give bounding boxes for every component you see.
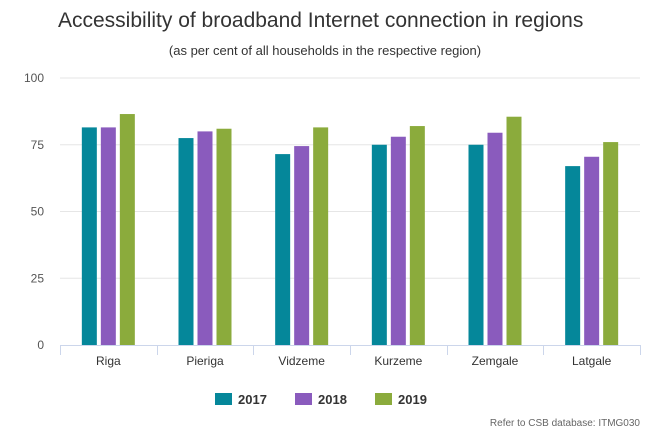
bars — [81, 114, 619, 346]
y-tick-label: 25 — [31, 271, 45, 285]
legend-label[interactable]: 2018 — [318, 392, 347, 407]
legend[interactable]: 2017 2018 2019 — [215, 392, 427, 407]
bar-2017-pieriga — [178, 138, 194, 345]
legend-swatch[interactable] — [375, 393, 392, 405]
x-tick-label: Zemgale — [472, 354, 519, 368]
legend-swatch[interactable] — [215, 393, 232, 405]
y-tick-label: 75 — [31, 138, 45, 152]
bar-2019-kurzeme — [409, 126, 425, 345]
x-tick-label: Riga — [96, 354, 121, 368]
chart-title: Accessibility of broadband Internet conn… — [58, 9, 583, 32]
bar-2019-pieriga — [216, 128, 232, 345]
chart-subtitle: (as per cent of all households in the re… — [169, 43, 481, 58]
bar-2018-vidzeme — [294, 146, 310, 345]
y-tick-label: 50 — [31, 205, 45, 219]
x-axis: Riga Pieriga Vidzeme Kurzeme Zemgale Latgale — [60, 345, 641, 368]
bar-2019-vidzeme — [313, 127, 329, 346]
legend-label[interactable]: 2019 — [398, 392, 427, 407]
bar-2018-zemgale — [487, 132, 503, 345]
bar-2019-riga — [119, 114, 135, 345]
x-tick-label: Vidzeme — [278, 354, 325, 368]
gridlines — [60, 77, 640, 279]
bar-2019-zemgale — [506, 116, 522, 345]
legend-label[interactable]: 2017 — [238, 392, 267, 407]
bar-2018-latgale — [584, 156, 600, 345]
bar-2018-riga — [100, 127, 116, 346]
source-credit[interactable]: Refer to CSB database: ITMG030 — [490, 418, 641, 429]
y-axis-ticks: 0 25 50 75 100 — [24, 71, 44, 352]
y-tick-label: 0 — [37, 338, 44, 352]
bar-2017-latgale — [565, 166, 581, 345]
legend-swatch[interactable] — [295, 393, 312, 405]
x-tick-label: Kurzeme — [374, 354, 422, 368]
bar-2018-kurzeme — [390, 136, 406, 345]
bar-2017-vidzeme — [275, 154, 291, 345]
bar-2017-zemgale — [468, 144, 484, 345]
bar-2017-riga — [81, 127, 97, 346]
bar-2017-kurzeme — [371, 144, 387, 345]
y-tick-label: 100 — [24, 71, 44, 85]
x-tick-label: Pieriga — [186, 354, 224, 368]
bar-2019-latgale — [603, 142, 619, 345]
bar-2018-pieriga — [197, 131, 213, 345]
x-tick-label: Latgale — [572, 354, 612, 368]
